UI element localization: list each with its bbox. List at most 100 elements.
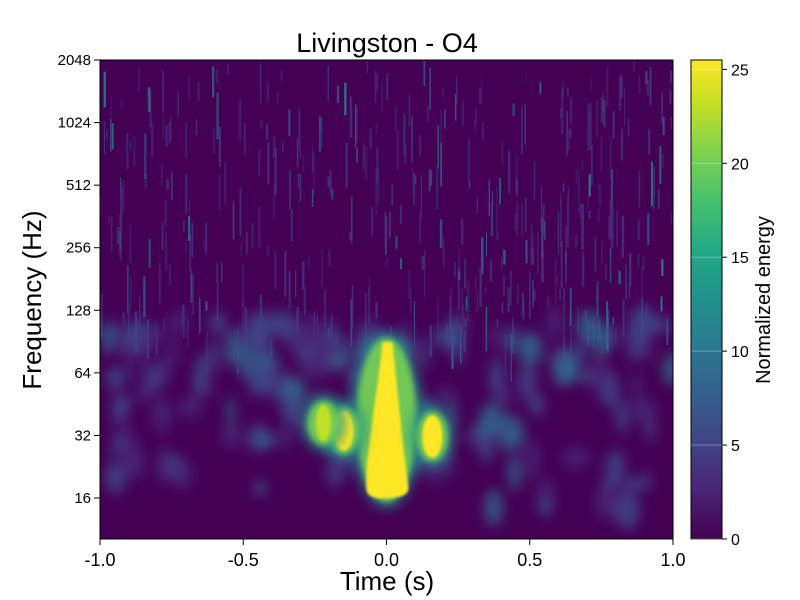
noise-streak	[608, 216, 611, 239]
noise-streak	[646, 80, 649, 96]
noise-streak	[273, 136, 276, 158]
energy-patch	[561, 447, 590, 468]
noise-streak	[410, 289, 412, 315]
noise-streak	[164, 200, 167, 227]
noise-streak	[239, 187, 242, 236]
y-tick-label: 16	[74, 490, 91, 507]
noise-streak	[215, 69, 219, 84]
noise-streak	[362, 144, 366, 172]
noise-streak	[533, 161, 536, 200]
noise-streak	[163, 317, 166, 331]
noise-streak	[540, 186, 542, 232]
energy-patch	[587, 358, 609, 396]
noise-streak	[565, 251, 567, 283]
energy-patch	[244, 311, 270, 351]
noise-streak	[468, 138, 470, 185]
noise-streak	[162, 115, 164, 141]
noise-streak	[127, 265, 129, 314]
colorbar-tick-label: 15	[731, 250, 749, 267]
noise-streak	[525, 74, 527, 84]
energy-patch	[631, 371, 642, 407]
noise-streak	[108, 216, 110, 225]
energy-patch	[301, 314, 320, 353]
noise-streak	[110, 95, 112, 127]
noise-streak	[454, 93, 457, 121]
noise-streak	[575, 168, 577, 185]
noise-streak	[579, 204, 582, 219]
noise-streak	[259, 63, 262, 104]
noise-streak	[190, 273, 193, 303]
noise-streak	[216, 262, 219, 282]
noise-streak	[485, 306, 488, 352]
noise-streak	[288, 270, 291, 309]
noise-streak	[587, 196, 589, 209]
noise-streak	[289, 169, 291, 210]
energy-patch	[178, 395, 202, 419]
feature-core	[422, 415, 443, 458]
noise-streak	[216, 92, 219, 140]
noise-streak	[288, 109, 291, 136]
noise-streak	[439, 219, 443, 248]
signal-right-blob	[410, 405, 455, 468]
noise-streak	[266, 245, 270, 257]
noise-streak	[308, 255, 310, 268]
noise-streak	[419, 210, 422, 243]
noise-streak	[566, 111, 568, 156]
noise-streak	[395, 106, 397, 131]
noise-streak	[120, 177, 122, 194]
energy-patch	[627, 326, 640, 361]
noise-streak	[532, 279, 534, 308]
noise-streak	[621, 215, 625, 258]
noise-streak	[474, 119, 476, 134]
noise-streak	[588, 174, 591, 197]
noise-streak	[371, 207, 374, 236]
noise-streak	[440, 142, 442, 187]
energy-patch	[201, 351, 217, 376]
feature-core	[366, 342, 409, 499]
noise-streak	[349, 231, 351, 241]
noise-streak	[476, 291, 479, 312]
energy-patch	[454, 313, 469, 337]
noise-streak	[240, 243, 242, 256]
noise-streak	[670, 211, 673, 225]
y-tick-label: 2048	[58, 52, 91, 69]
noise-streak	[148, 87, 151, 112]
energy-patch	[641, 471, 651, 492]
noise-streak	[457, 271, 461, 281]
y-axis-label: Frequency (Hz)	[17, 210, 47, 389]
noise-streak	[624, 87, 626, 127]
noise-streak	[216, 279, 219, 320]
noise-streak	[290, 208, 293, 242]
noise-streak	[165, 232, 167, 271]
noise-streak	[177, 92, 179, 117]
noise-streak	[588, 113, 592, 151]
noise-streak	[503, 249, 506, 265]
noise-streak	[381, 83, 383, 111]
plot-area	[100, 60, 673, 539]
energy-patch	[520, 331, 542, 367]
noise-streak	[465, 296, 468, 311]
x-tick-label: 1.0	[660, 550, 685, 570]
noise-streak	[323, 290, 327, 326]
noise-streak	[242, 300, 245, 341]
energy-patch	[169, 309, 188, 336]
noise-streak	[166, 179, 169, 191]
noise-streak	[345, 142, 348, 189]
energy-patch	[101, 321, 115, 355]
noise-streak	[311, 148, 314, 172]
noise-streak	[590, 77, 593, 91]
noise-streak	[541, 249, 544, 283]
noise-streak	[429, 67, 431, 110]
noise-streak	[165, 124, 168, 148]
noise-streak	[400, 258, 402, 270]
noise-streak	[281, 141, 284, 153]
noise-streak	[266, 82, 269, 102]
noise-streak	[559, 199, 562, 247]
noise-streak	[260, 294, 262, 321]
noise-streak	[629, 252, 632, 287]
energy-patch	[278, 426, 295, 448]
noise-streak	[297, 173, 300, 188]
noise-streak	[457, 266, 460, 310]
noise-streak	[638, 171, 641, 208]
noise-streak	[642, 256, 645, 271]
